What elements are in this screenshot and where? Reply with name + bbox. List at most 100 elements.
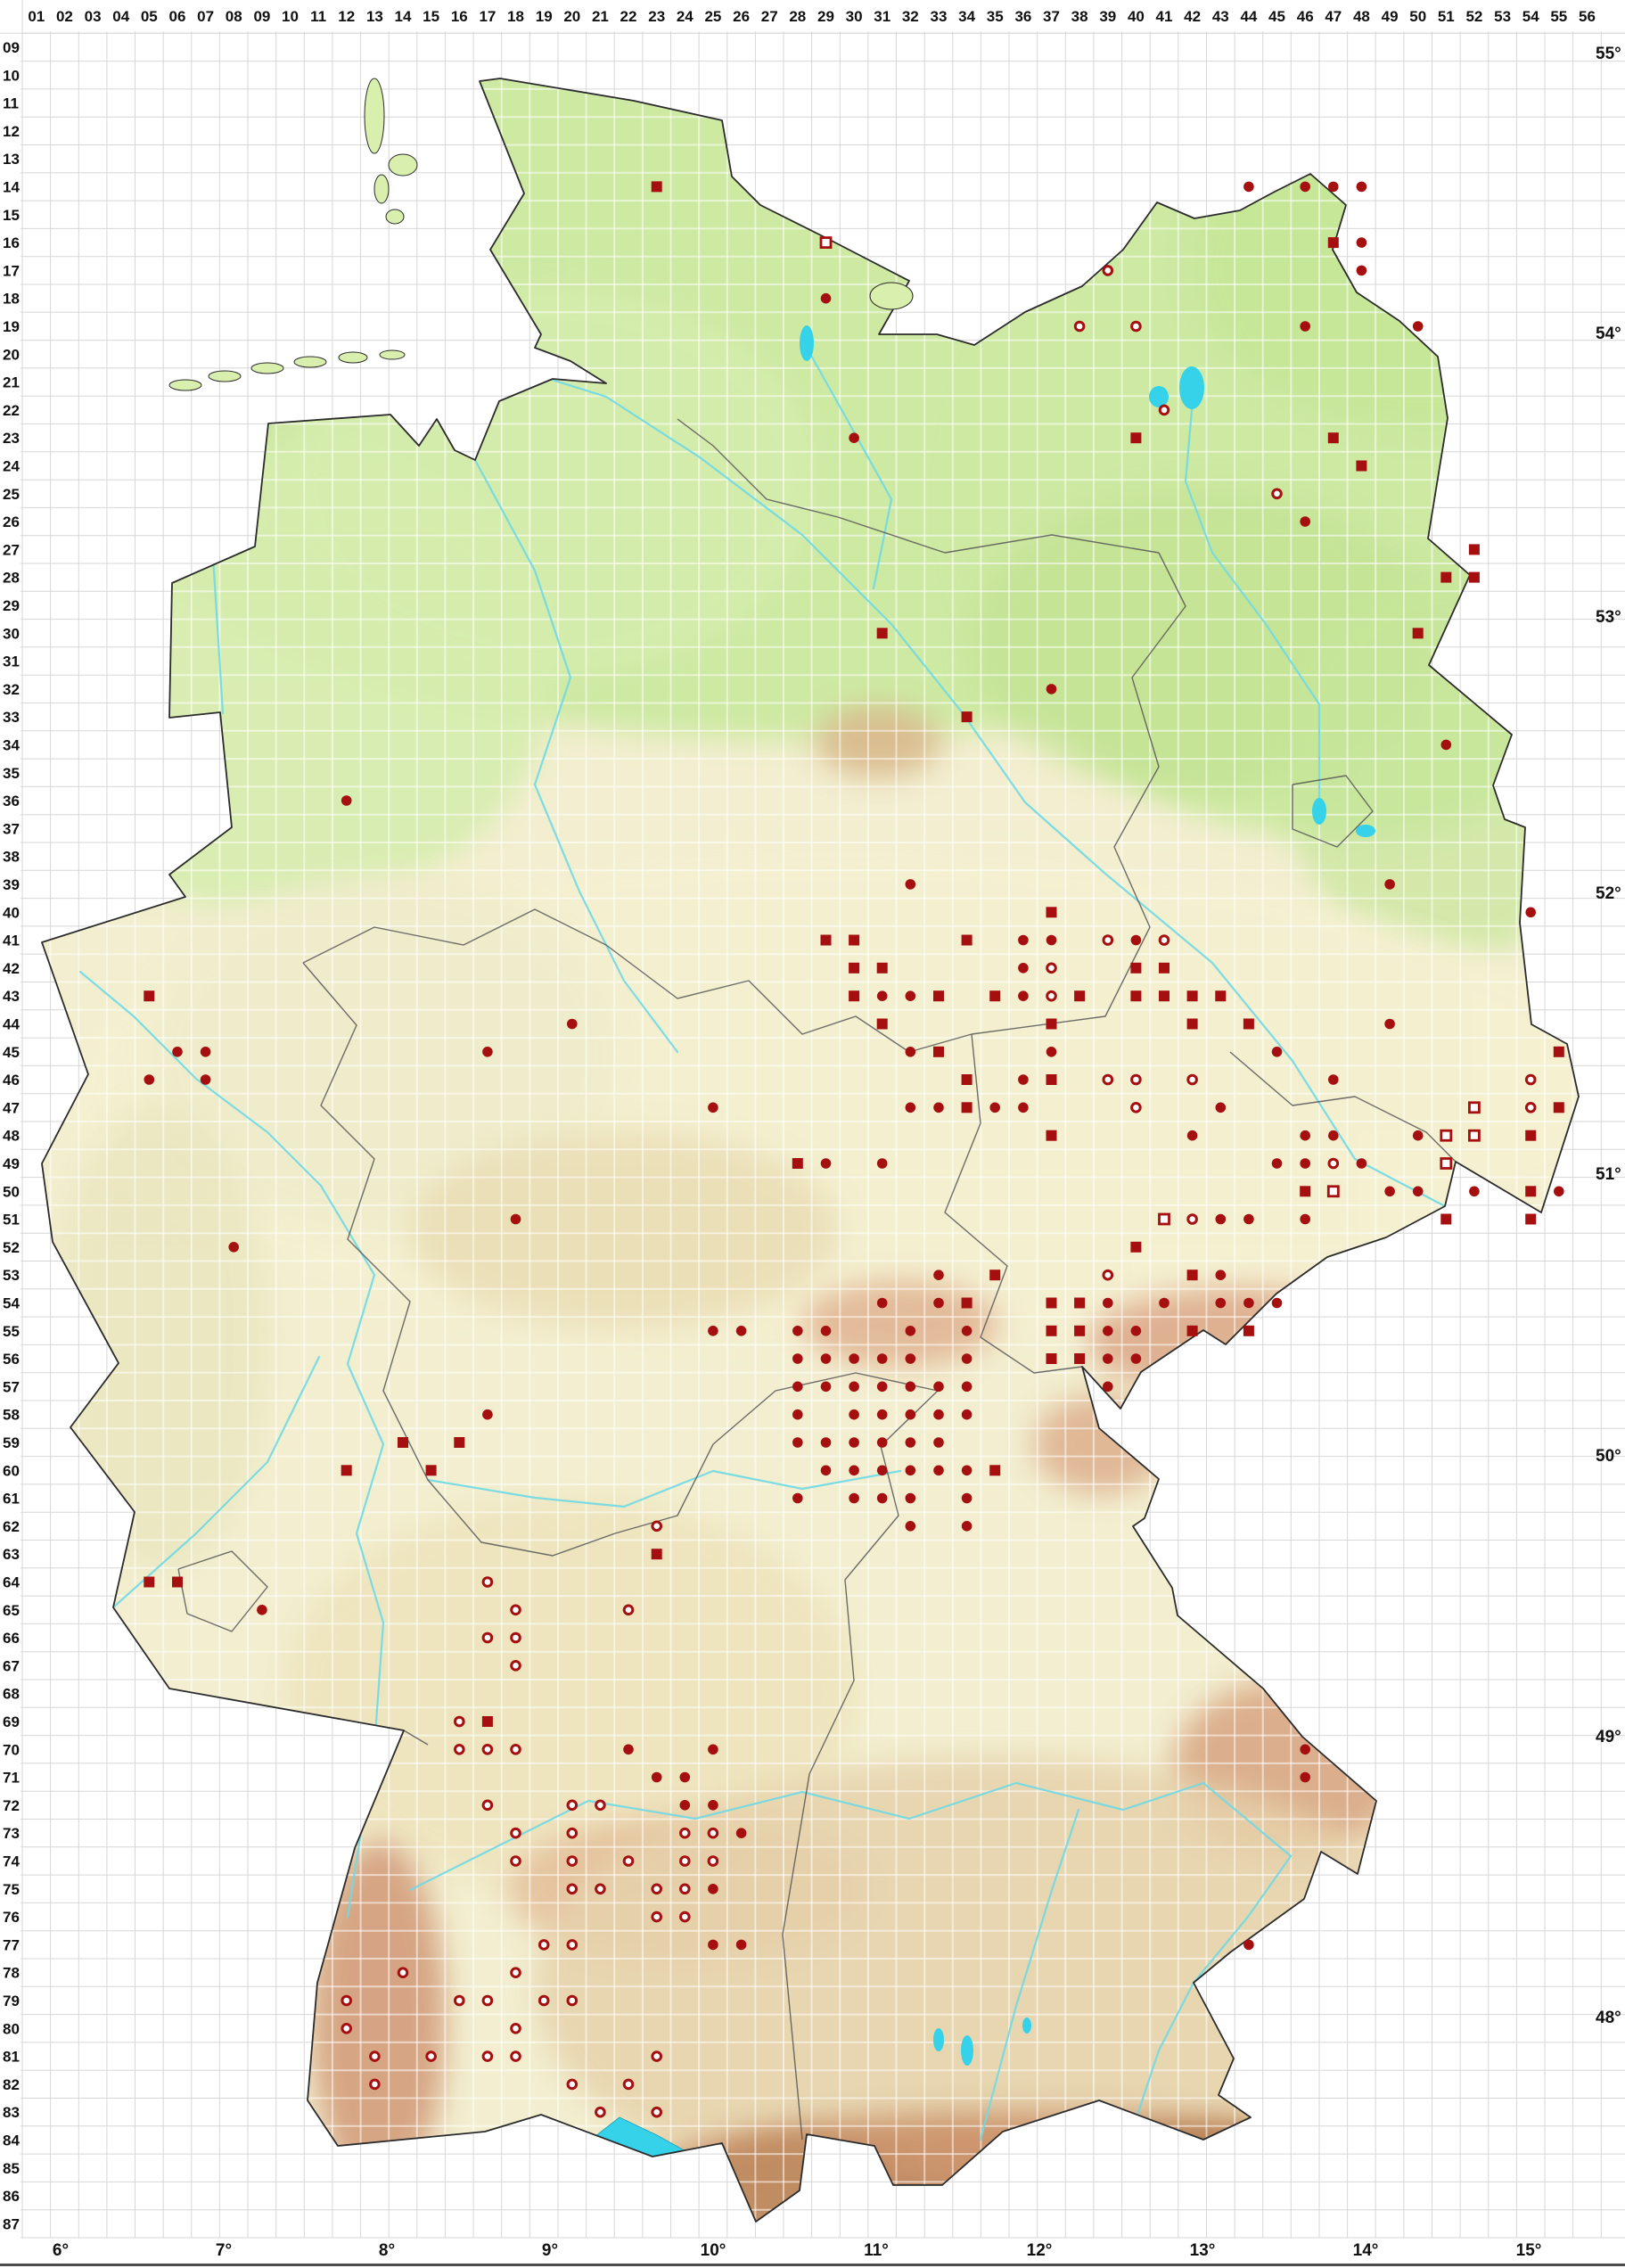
occurrence-marker-filled-circle[interactable] <box>1525 907 1536 918</box>
occurrence-marker-filled-square[interactable] <box>849 934 860 946</box>
occurrence-marker-filled-square[interactable] <box>1130 962 1142 974</box>
occurrence-marker-filled-circle[interactable] <box>792 1353 803 1364</box>
occurrence-marker-filled-circle[interactable] <box>144 1074 155 1085</box>
occurrence-marker-filled-circle[interactable] <box>567 1018 578 1030</box>
occurrence-marker-filled-circle[interactable] <box>849 432 859 444</box>
occurrence-marker-filled-circle[interactable] <box>876 1437 888 1448</box>
occurrence-marker-open-circle[interactable] <box>1130 1073 1142 1086</box>
occurrence-marker-filled-circle[interactable] <box>341 795 352 806</box>
occurrence-marker-open-circle[interactable] <box>707 1827 719 1839</box>
occurrence-marker-filled-circle[interactable] <box>961 1409 973 1420</box>
occurrence-marker-filled-circle[interactable] <box>1103 1353 1113 1364</box>
occurrence-marker-open-circle[interactable] <box>454 1744 465 1755</box>
occurrence-marker-filled-circle[interactable] <box>735 1828 747 1838</box>
occurrence-marker-filled-square[interactable] <box>1186 1270 1198 1281</box>
occurrence-marker-open-circle[interactable] <box>510 1855 521 1867</box>
occurrence-marker-filled-circle[interactable] <box>708 1326 718 1336</box>
occurrence-marker-filled-circle[interactable] <box>1243 1213 1254 1225</box>
occurrence-marker-open-circle[interactable] <box>510 1604 521 1616</box>
occurrence-marker-open-circle[interactable] <box>622 1855 635 1867</box>
occurrence-marker-filled-circle[interactable] <box>961 1326 973 1336</box>
occurrence-marker-filled-circle[interactable] <box>905 990 916 1001</box>
occurrence-marker-filled-circle[interactable] <box>1018 990 1029 1001</box>
occurrence-marker-filled-circle[interactable] <box>482 1047 493 1057</box>
occurrence-marker-open-square[interactable] <box>1468 1129 1481 1142</box>
occurrence-marker-open-circle[interactable] <box>1102 1269 1114 1281</box>
occurrence-marker-filled-circle[interactable] <box>735 1939 747 1951</box>
occurrence-marker-filled-square[interactable] <box>1074 990 1086 1002</box>
occurrence-marker-filled-circle[interactable] <box>1018 1102 1029 1113</box>
occurrence-marker-filled-circle[interactable] <box>905 1102 916 1113</box>
occurrence-marker-filled-square[interactable] <box>961 934 973 946</box>
occurrence-marker-filled-square[interactable] <box>961 1102 973 1113</box>
occurrence-marker-open-circle[interactable] <box>566 1883 579 1895</box>
occurrence-marker-open-circle[interactable] <box>454 1715 465 1728</box>
occurrence-marker-open-circle[interactable] <box>481 1994 494 2007</box>
occurrence-marker-filled-circle[interactable] <box>1018 1074 1029 1085</box>
occurrence-marker-filled-square[interactable] <box>1525 1130 1537 1141</box>
occurrence-marker-filled-square[interactable] <box>1440 571 1452 583</box>
occurrence-marker-filled-circle[interactable] <box>1300 1130 1310 1141</box>
occurrence-marker-filled-square[interactable] <box>1186 1325 1198 1336</box>
occurrence-marker-filled-circle[interactable] <box>876 990 888 1001</box>
occurrence-marker-filled-circle[interactable] <box>1300 1158 1310 1169</box>
occurrence-marker-filled-circle[interactable] <box>933 1381 944 1393</box>
occurrence-marker-open-circle[interactable] <box>538 1939 550 1951</box>
occurrence-marker-filled-circle[interactable] <box>679 1771 691 1783</box>
occurrence-marker-open-circle[interactable] <box>425 2050 437 2062</box>
occurrence-marker-filled-circle[interactable] <box>792 1437 803 1448</box>
occurrence-marker-filled-circle[interactable] <box>1271 1047 1283 1057</box>
occurrence-marker-filled-circle[interactable] <box>1440 739 1452 751</box>
occurrence-marker-filled-circle[interactable] <box>1328 1130 1339 1141</box>
occurrence-marker-open-circle[interactable] <box>566 1855 579 1867</box>
occurrence-marker-filled-square[interactable] <box>849 990 860 1002</box>
occurrence-marker-open-circle[interactable] <box>651 2106 663 2118</box>
occurrence-marker-open-circle[interactable] <box>1271 488 1283 500</box>
occurrence-marker-filled-circle[interactable] <box>1243 1297 1254 1309</box>
occurrence-marker-filled-circle[interactable] <box>905 1437 916 1448</box>
occurrence-marker-filled-circle[interactable] <box>708 1102 718 1113</box>
occurrence-marker-filled-circle[interactable] <box>961 1353 973 1364</box>
occurrence-marker-open-circle[interactable] <box>1186 1213 1198 1225</box>
occurrence-marker-filled-square[interactable] <box>651 1549 662 1560</box>
occurrence-marker-filled-square[interactable] <box>961 1074 973 1085</box>
occurrence-marker-filled-circle[interactable] <box>1384 1186 1395 1197</box>
occurrence-marker-filled-square[interactable] <box>1327 237 1339 249</box>
occurrence-marker-filled-circle[interactable] <box>679 1800 691 1811</box>
occurrence-marker-filled-square[interactable] <box>1130 432 1142 444</box>
occurrence-marker-filled-square[interactable] <box>876 962 888 974</box>
occurrence-marker-filled-square[interactable] <box>1356 460 1367 472</box>
occurrence-marker-filled-circle[interactable] <box>708 1939 718 1951</box>
occurrence-marker-filled-circle[interactable] <box>961 1465 973 1476</box>
occurrence-marker-open-circle[interactable] <box>1102 1073 1114 1086</box>
occurrence-marker-open-circle[interactable] <box>566 1827 579 1839</box>
occurrence-marker-filled-square[interactable] <box>425 1465 437 1476</box>
occurrence-marker-filled-square[interactable] <box>1159 962 1170 974</box>
occurrence-marker-open-circle[interactable] <box>510 1660 521 1672</box>
occurrence-marker-filled-circle[interactable] <box>905 1353 916 1364</box>
occurrence-marker-open-circle[interactable] <box>1524 1073 1537 1086</box>
occurrence-marker-open-circle[interactable] <box>566 1994 579 2007</box>
occurrence-marker-filled-circle[interactable] <box>961 1381 973 1393</box>
occurrence-marker-filled-circle[interactable] <box>933 1102 944 1113</box>
occurrence-marker-open-circle[interactable] <box>510 2050 521 2062</box>
occurrence-marker-filled-square[interactable] <box>1468 571 1480 583</box>
occurrence-marker-open-circle[interactable] <box>510 1631 521 1644</box>
occurrence-marker-filled-square[interactable] <box>1046 1325 1057 1336</box>
occurrence-marker-filled-circle[interactable] <box>792 1381 803 1393</box>
occurrence-marker-filled-circle[interactable] <box>820 292 832 304</box>
occurrence-marker-filled-square[interactable] <box>1243 1018 1254 1030</box>
occurrence-marker-filled-circle[interactable] <box>482 1409 493 1420</box>
occurrence-marker-open-circle[interactable] <box>1102 934 1114 946</box>
occurrence-marker-filled-circle[interactable] <box>905 1047 916 1057</box>
occurrence-marker-filled-square[interactable] <box>1553 1046 1564 1057</box>
occurrence-marker-open-circle[interactable] <box>510 2023 521 2034</box>
occurrence-marker-filled-square[interactable] <box>1468 544 1480 555</box>
occurrence-marker-filled-circle[interactable] <box>1328 1074 1339 1085</box>
occurrence-marker-filled-square[interactable] <box>1327 432 1339 444</box>
occurrence-marker-filled-square[interactable] <box>1046 1130 1057 1141</box>
occurrence-marker-open-circle[interactable] <box>1327 1157 1340 1170</box>
occurrence-marker-filled-square[interactable] <box>961 1297 973 1309</box>
occurrence-marker-filled-square[interactable] <box>1046 1353 1057 1364</box>
occurrence-marker-filled-square[interactable] <box>989 1270 1001 1281</box>
